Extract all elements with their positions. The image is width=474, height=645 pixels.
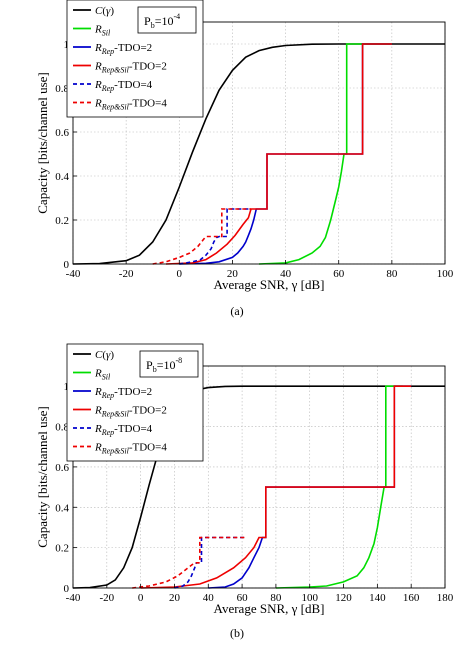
x-tick-label: 180 bbox=[437, 592, 454, 604]
legend-label: RRep-TDO=2 bbox=[94, 42, 152, 56]
x-tick-label: -40 bbox=[66, 592, 81, 604]
x-tick-label: 120 bbox=[335, 592, 352, 604]
series-line-5 bbox=[132, 536, 246, 589]
legend-label: RSil bbox=[94, 24, 111, 38]
x-tick-label: 60 bbox=[237, 592, 249, 604]
caption-a: (a) bbox=[230, 304, 244, 318]
caption-b: (b) bbox=[230, 626, 244, 640]
legend-label: C(γ) bbox=[95, 349, 114, 361]
x-axis-label: Average SNR, γ [dB] bbox=[214, 277, 325, 292]
y-tick-label: 0.8 bbox=[55, 83, 69, 95]
annotation-label: Pb=10-8 bbox=[146, 356, 182, 374]
y-tick-label: 1 bbox=[64, 381, 70, 393]
y-tick-label: 0.6 bbox=[55, 127, 69, 139]
x-tick-label: 160 bbox=[403, 592, 420, 604]
y-tick-label: 1 bbox=[64, 39, 70, 51]
x-tick-label: 20 bbox=[227, 268, 239, 280]
y-tick-label: 0 bbox=[64, 259, 70, 271]
x-tick-label: 40 bbox=[203, 592, 215, 604]
legend-label: RRep&Sil-TDO=2 bbox=[94, 405, 167, 419]
x-tick-label: 100 bbox=[301, 592, 318, 604]
y-tick-label: 0.4 bbox=[55, 171, 69, 183]
annotation-box bbox=[137, 6, 197, 34]
x-tick-label: -20 bbox=[99, 592, 114, 604]
chart-panel-b: -40 -20 0 20 40 60 80 100 120 140 160 180 0 0.2 0.4 0.6… bbox=[35, 343, 454, 616]
x-tick-label: 0 bbox=[177, 268, 183, 280]
y-axis-label: Capacity [bits/channel use] bbox=[35, 72, 50, 214]
x-tick-label: 80 bbox=[270, 592, 282, 604]
series-line-3 bbox=[140, 385, 412, 589]
x-tick-label: 60 bbox=[333, 268, 345, 280]
x-tick-label: 40 bbox=[280, 268, 292, 280]
legend-label: RRep-TDO=4 bbox=[94, 79, 153, 93]
plot-frame bbox=[72, 21, 446, 265]
y-tick-label: 0.8 bbox=[55, 422, 69, 434]
legend-label: RRep&Sil-TDO=4 bbox=[94, 442, 167, 456]
chart-panel-a: -40 -20 0 20 40 60 80 100 0 0.2 0.4 0.6 0.8 1 Average … bbox=[35, 0, 454, 292]
y-tick-label: 0.6 bbox=[55, 462, 69, 474]
annotation-label: Pb=10-4 bbox=[144, 12, 180, 30]
y-tick-label: 0.2 bbox=[55, 543, 69, 555]
legend-label: RRep&Sil-TDO=4 bbox=[94, 98, 167, 112]
legend-label: RRep-TDO=4 bbox=[94, 423, 153, 437]
series-line-5 bbox=[152, 208, 251, 265]
x-axis-label: Average SNR, γ [dB] bbox=[214, 601, 325, 616]
x-tick-label: 80 bbox=[386, 268, 398, 280]
series-line-3 bbox=[165, 43, 392, 265]
annotation-box bbox=[139, 350, 199, 378]
y-tick-label: 0 bbox=[64, 583, 70, 595]
x-tick-label: 140 bbox=[369, 592, 386, 604]
series-line-0 bbox=[72, 43, 445, 265]
y-axis-label: Capacity [bits/channel use] bbox=[35, 406, 50, 548]
legend-label: RSil bbox=[94, 368, 111, 382]
series-line-4 bbox=[174, 536, 246, 589]
legend-label: RRep&Sil-TDO=2 bbox=[94, 61, 167, 75]
y-tick-label: 0.4 bbox=[55, 502, 69, 514]
y-tick-label: 0.2 bbox=[55, 215, 69, 227]
x-tick-label: 0 bbox=[138, 592, 144, 604]
x-tick-label: -20 bbox=[119, 268, 134, 280]
legend-label: RRep-TDO=2 bbox=[94, 386, 152, 400]
x-tick-label: 100 bbox=[437, 268, 454, 280]
x-tick-label: -40 bbox=[66, 268, 81, 280]
plot-frame bbox=[72, 365, 446, 589]
series-line-4 bbox=[179, 208, 251, 265]
legend-label: C(γ) bbox=[95, 5, 114, 17]
x-tick-label: 20 bbox=[169, 592, 181, 604]
